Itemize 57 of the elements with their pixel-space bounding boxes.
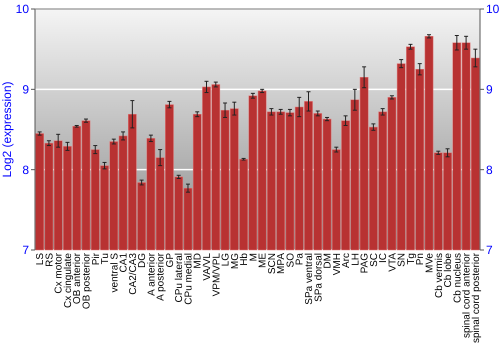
x-tick-label: PAG xyxy=(360,252,371,274)
x-tick-label: Pa xyxy=(294,252,306,266)
x-tick-label: Cx cingulate xyxy=(62,252,74,308)
x-tick-label: LG xyxy=(220,252,232,266)
x-tick-label: A posterior xyxy=(156,252,167,301)
y-tick-label: 7 xyxy=(22,243,30,258)
y-tick-label: 9 xyxy=(22,82,30,97)
x-tick-label: Hb xyxy=(239,252,250,266)
x-tick-label: OB posterior xyxy=(81,252,92,310)
x-tick-label: DG xyxy=(137,252,148,268)
x-tick-label: ME xyxy=(258,252,269,268)
x-tick-label: CA2/CA3 xyxy=(128,252,139,295)
y-axis-title: Log2 (expression) xyxy=(0,81,14,178)
x-tick-label: OB anterior xyxy=(72,252,84,304)
x-tick-label: GP xyxy=(164,252,176,268)
x-tick-label: LH xyxy=(350,253,362,266)
x-tick-label: Cb vermis xyxy=(434,253,445,298)
x-tick-label: SCN xyxy=(266,253,278,274)
x-tick-label: ventral S xyxy=(109,252,120,292)
y2-tick-label: 7 xyxy=(486,243,493,258)
x-tick-label: Cb nucleus xyxy=(452,253,464,304)
x-tick-label: MD xyxy=(192,253,204,269)
x-tick-label: VTA xyxy=(387,252,398,272)
x-tick-label: MPA xyxy=(276,252,288,274)
y-tick-label: 10 xyxy=(16,2,30,16)
y-tick-label: 8 xyxy=(22,162,30,177)
x-tick-label: A anterior xyxy=(146,252,158,296)
y2-tick-label: 10 xyxy=(486,2,500,16)
x-tick-label: RS xyxy=(44,252,56,267)
x-tick-label: Cb lobe xyxy=(443,252,454,288)
x-tick-label: Pn xyxy=(415,253,426,266)
x-tick-label: Pir xyxy=(90,252,102,266)
x-tick-label: SPa dorsal xyxy=(313,253,324,302)
x-tick-label: VA/VL xyxy=(202,252,214,281)
x-tick-label: SC xyxy=(368,253,380,267)
x-tick-label: CPu medial xyxy=(183,253,194,305)
x-tick-label: VPM/VPL xyxy=(211,252,222,296)
x-tick-label: DM xyxy=(322,253,334,269)
x-tick-label: Arc xyxy=(341,253,352,268)
x-tick-label: M xyxy=(248,253,260,262)
x-tick-label: Tu xyxy=(100,253,112,264)
x-tick-label: CPu lateral xyxy=(174,253,186,302)
x-tick-label: IC xyxy=(378,253,390,263)
x-tick-label: CA1 xyxy=(118,252,130,272)
x-tick-label: SPa ventral xyxy=(304,253,315,305)
x-tick-label: MVe xyxy=(424,252,436,274)
y2-tick-label: 9 xyxy=(486,82,493,97)
x-tick-label: Cx motor xyxy=(54,252,65,294)
x-tick-label: Tg xyxy=(406,253,417,265)
x-tick-label: LS xyxy=(35,252,46,266)
x-tick-label: VMH xyxy=(332,253,343,276)
x-tick-label: spinal cord anterior xyxy=(462,252,473,338)
x-tick-label: MG xyxy=(230,252,241,270)
x-tick-label: SO xyxy=(285,252,296,268)
x-tick-label: SN xyxy=(396,253,408,267)
x-tick-label: spinal cord posterior xyxy=(470,252,482,344)
y2-tick-label: 8 xyxy=(486,162,493,177)
